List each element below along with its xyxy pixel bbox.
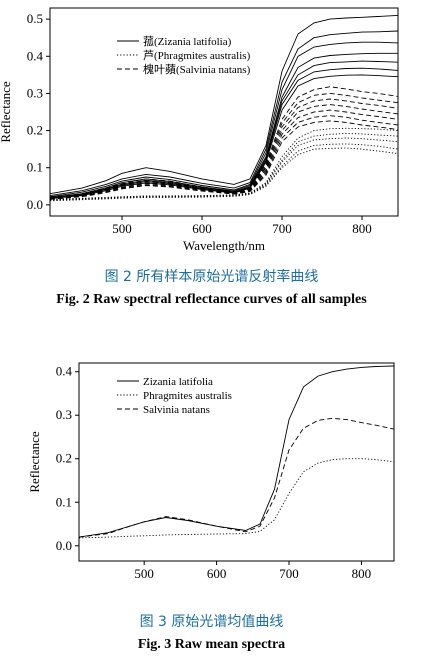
series-line	[50, 98, 398, 199]
reflectance-all-samples-chart: 0.0 0.1 0.2 0.3 0.4 0.5 500 600 700 800 Reflectanc…	[0, 7, 399, 253]
series-line	[50, 92, 398, 199]
series-line	[50, 143, 398, 201]
x-tick-label: 500	[112, 221, 132, 236]
series-line	[50, 67, 398, 199]
series-line	[50, 86, 398, 198]
series-line	[50, 14, 398, 195]
figure-2-caption-cn: 图 2 所有样本原始光谱反射率曲线	[104, 269, 319, 285]
series-line	[50, 41, 398, 198]
y-tick-label: 0.4	[56, 364, 73, 379]
series-line	[50, 52, 398, 198]
x-tick-label: 600	[207, 566, 227, 581]
legend-label: 槐叶蘋(Salvinia natans)	[143, 62, 251, 76]
figure-3-caption-en: Fig. 3 Raw mean spectra	[137, 637, 286, 652]
series-line	[50, 127, 398, 200]
y-tick-label: 0.3	[56, 407, 72, 422]
y-tick-label: 0.0	[56, 538, 72, 553]
legend-label: Phragmites australis	[143, 390, 232, 402]
y-tick-label: 0.3	[27, 85, 43, 100]
legend-label: Salvinia natans	[143, 404, 210, 416]
y-tick-label: 0.1	[56, 494, 72, 509]
legend-label: 菰(Zizania latifolia)	[143, 35, 232, 48]
series-line	[50, 74, 398, 199]
series-line	[50, 60, 398, 199]
y-tick-label: 0.5	[27, 11, 43, 26]
raw-mean-spectra-chart: 0.0 0.1 0.2 0.3 0.4 500 600 700 800 Reflectance Zi…	[27, 362, 395, 581]
x-tick-label: 700	[272, 221, 292, 236]
series-line	[79, 365, 394, 538]
x-tick-label: 700	[279, 566, 299, 581]
y-tick-label: 0.4	[27, 48, 44, 63]
x-axis-label: Wavelength/nm	[183, 238, 265, 253]
y-tick-label: 0.2	[27, 123, 43, 138]
y-tick-label: 0.2	[56, 451, 72, 466]
legend-label: 芦(Phragmites australis)	[143, 49, 251, 62]
series-line	[79, 417, 394, 538]
x-tick-label: 800	[352, 566, 372, 581]
y-axis-label: Reflectance	[27, 431, 42, 493]
plot-frame	[49, 7, 399, 217]
x-tick-label: 600	[192, 221, 212, 236]
x-tick-label: 800	[352, 221, 372, 236]
legend-label: Zizania latifolia	[143, 376, 213, 388]
series-line	[50, 30, 398, 197]
series-line	[50, 137, 398, 201]
series-line	[50, 115, 398, 200]
plot-frame	[78, 362, 395, 562]
figure-2-caption-en: Fig. 2 Raw spectral reflectance curves o…	[56, 292, 367, 307]
series-line	[50, 147, 398, 202]
y-tick-label: 0.0	[27, 197, 43, 212]
figure-3-caption-cn: 图 3 原始光谱均值曲线	[139, 614, 284, 630]
series-line	[50, 133, 398, 201]
y-axis-label: Reflectance	[0, 81, 13, 143]
x-tick-label: 500	[134, 566, 154, 581]
series-line	[79, 458, 394, 539]
series-line	[50, 104, 398, 199]
y-tick-label: 0.1	[27, 160, 43, 175]
